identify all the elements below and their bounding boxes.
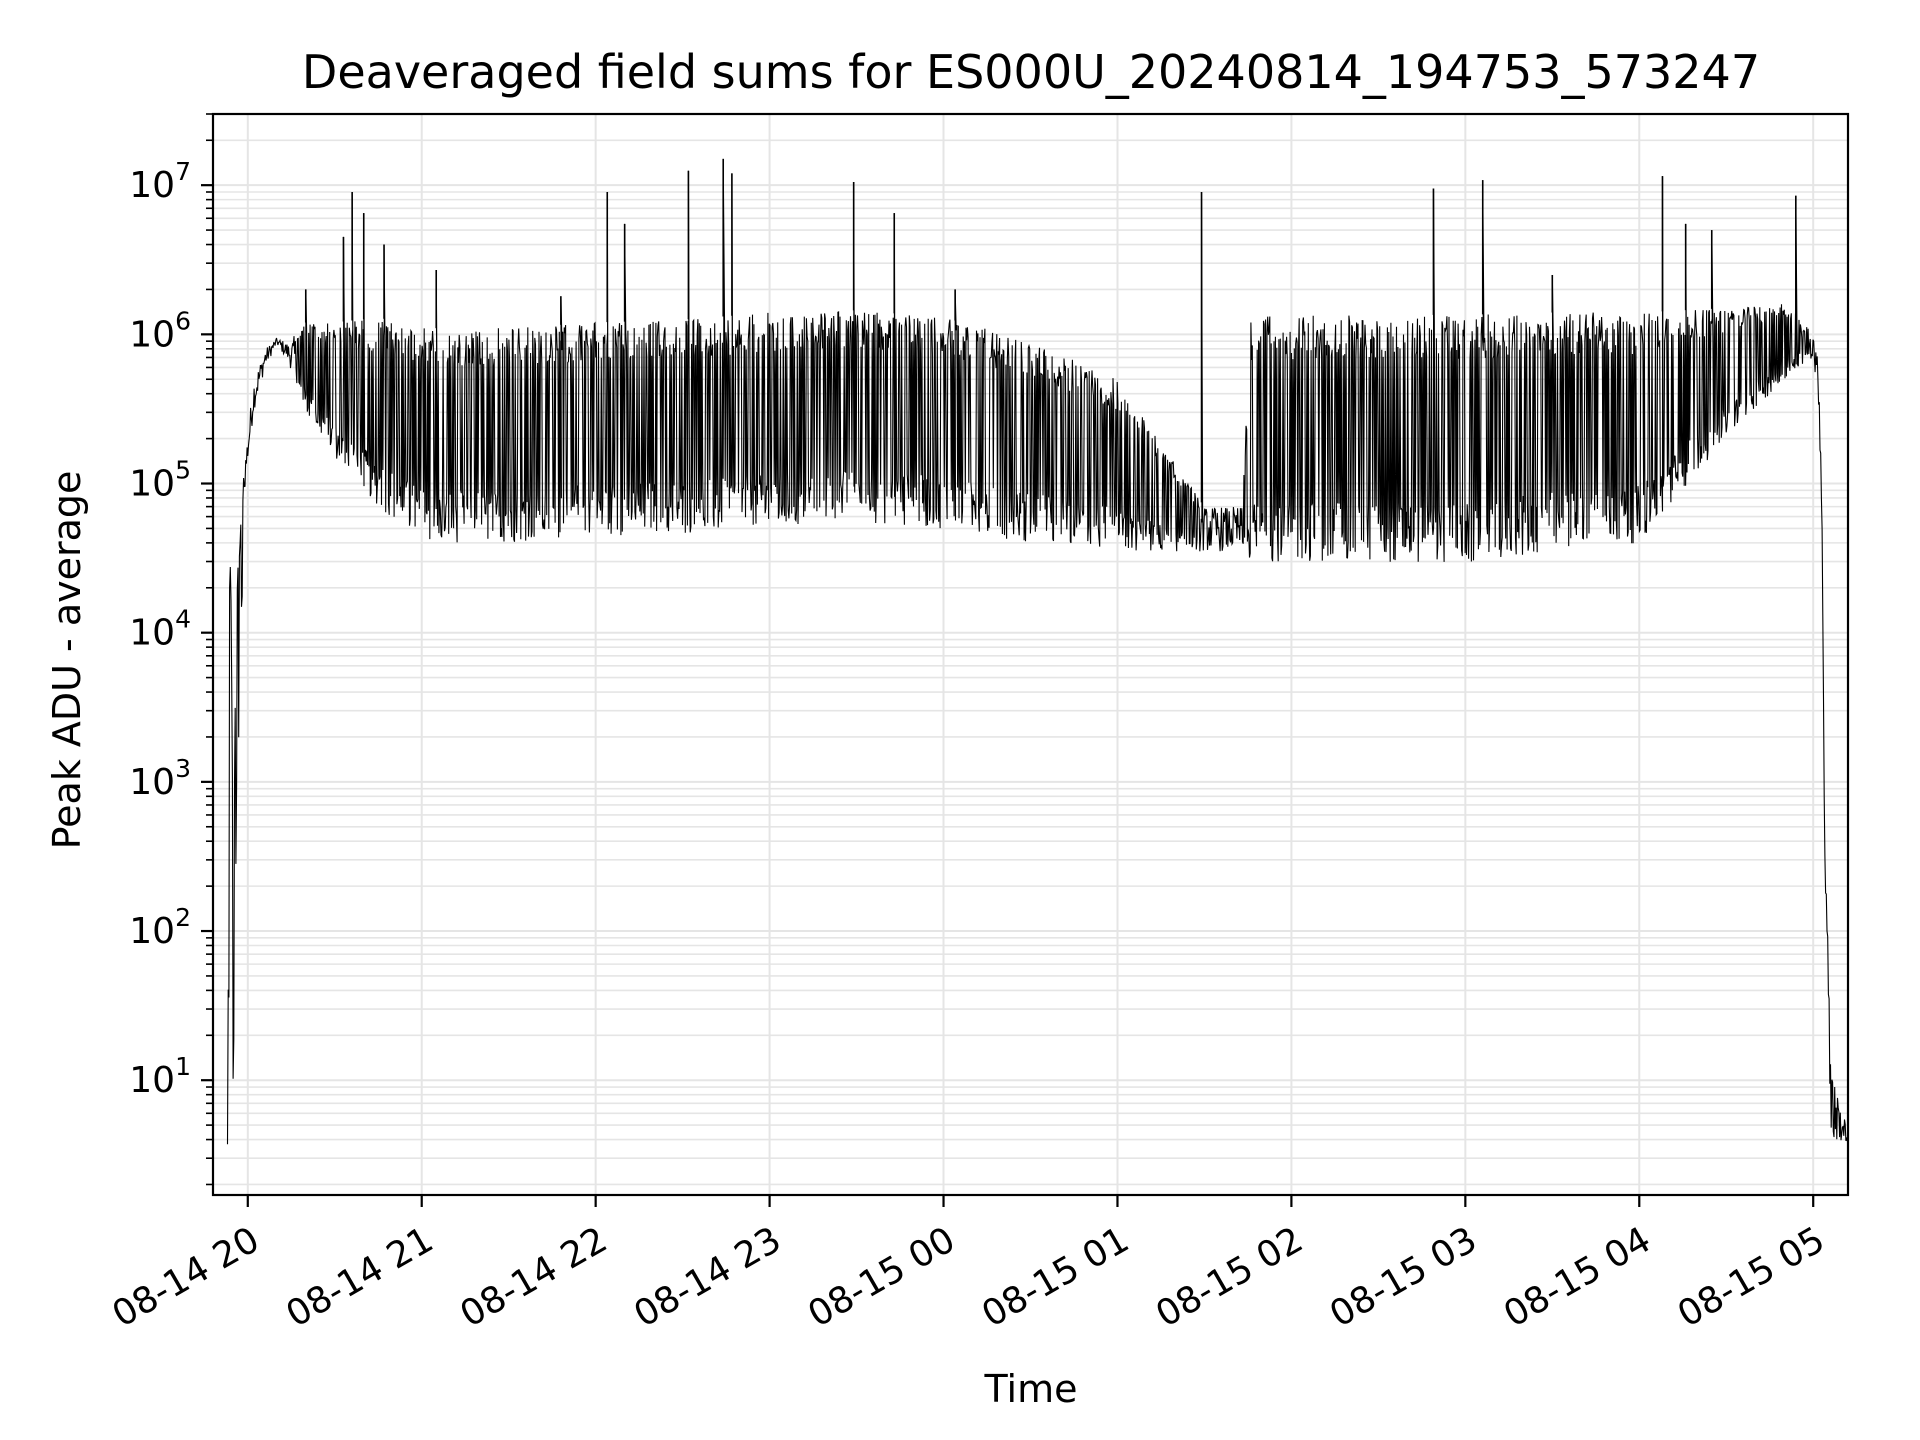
plot-frame: [211, 112, 1850, 1197]
series-layer: [226, 158, 1849, 1145]
y-tick-base: 10: [129, 1060, 175, 1101]
y-tick-base: 10: [129, 762, 175, 803]
y-tick-label: 101: [129, 1052, 191, 1101]
series-line: [226, 158, 1849, 1145]
y-tick-label: 104: [129, 605, 191, 654]
y-tick-exponent: 3: [175, 754, 191, 783]
y-tick-exponent: 5: [175, 456, 191, 485]
y-axis-label: Peak ADU - average: [45, 471, 89, 850]
x-axis-label: Time: [984, 1367, 1078, 1411]
y-tick-exponent: 4: [175, 605, 191, 634]
y-tick-exponent: 6: [175, 306, 191, 335]
y-tick-base: 10: [129, 464, 175, 505]
y-tick-label: 106: [129, 306, 191, 355]
y-tick-label: 103: [129, 754, 191, 803]
y-tick-exponent: 2: [175, 903, 191, 932]
y-tick-base: 10: [129, 613, 175, 654]
chart-title: Deaveraged field sums for ES000U_2024081…: [302, 45, 1760, 99]
y-tick-exponent: 1: [175, 1052, 191, 1081]
y-tick-exponent: 7: [175, 157, 191, 186]
y-tick-label: 102: [129, 903, 191, 952]
y-tick-label: 107: [129, 157, 191, 206]
y-tick-base: 10: [129, 165, 175, 206]
grid: [213, 113, 1848, 1195]
y-tick-base: 10: [129, 911, 175, 952]
y-tick-label: 105: [129, 456, 191, 505]
y-tick-base: 10: [129, 314, 175, 355]
